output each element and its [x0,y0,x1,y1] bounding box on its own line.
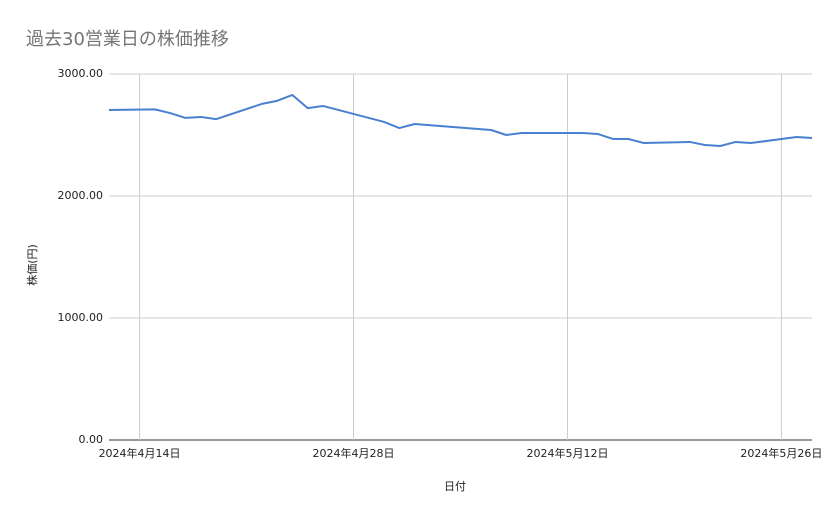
x-axis-label: 日付 [444,480,466,493]
x-tick-label: 2024年4月14日 [99,446,181,460]
y-tick-label: 1000.00 [58,311,104,324]
data-line [108,93,813,147]
y-tick-label: 3000.00 [58,67,104,80]
chart-title: 過去30営業日の株価推移 [26,29,229,50]
x-tick-label: 2024年5月12日 [526,446,608,460]
x-tick-label: 2024年5月26日 [740,446,822,460]
y-tick-label: 2000.00 [58,189,104,202]
y-axis-label: 株価(円) [25,244,39,286]
x-tick-label: 2024年4月28日 [313,446,395,460]
y-tick-label: 0.00 [79,433,104,446]
